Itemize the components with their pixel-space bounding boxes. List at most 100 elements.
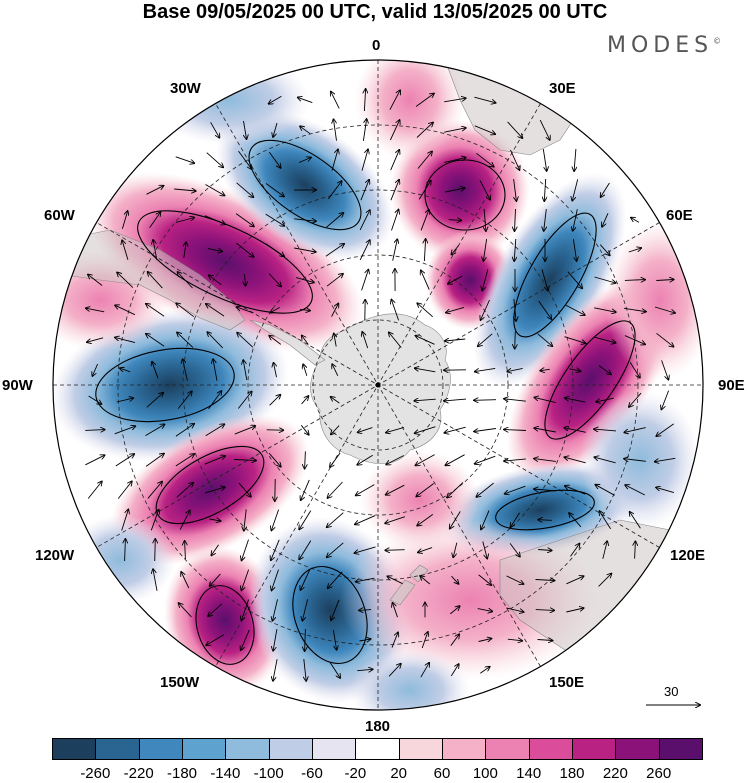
- wind-vector: [271, 539, 280, 560]
- wind-vector: [364, 89, 365, 112]
- wind-vector: [446, 306, 465, 312]
- wind-vector: [149, 212, 161, 229]
- wind-vector: [328, 571, 343, 588]
- wind-vector: [624, 459, 646, 462]
- wind-vector: [176, 303, 195, 318]
- wind-vector: [504, 430, 527, 431]
- wind-vector: [179, 603, 192, 618]
- wind-vector: [269, 395, 281, 406]
- wind-vector: [175, 454, 194, 467]
- wind-vector: [87, 337, 104, 342]
- wind-vector: [572, 179, 579, 200]
- wind-vector: [386, 426, 405, 432]
- logo-mark: ©: [713, 36, 722, 46]
- wind-vector: [476, 152, 493, 166]
- wind-vector: [479, 180, 490, 199]
- wind-vector: [537, 640, 553, 641]
- colorbar-tick-label: 220: [602, 765, 628, 782]
- wind-vector: [331, 149, 338, 171]
- wind-vector: [594, 429, 617, 431]
- wind-vector: [115, 454, 134, 467]
- new-zealand: [389, 564, 429, 606]
- wind-vector: [273, 122, 278, 137]
- wind-vector: [390, 150, 400, 171]
- wind-vector: [414, 399, 436, 401]
- wind-vector: [514, 179, 517, 201]
- wind-vector: [301, 396, 309, 405]
- wind-vector: [115, 337, 136, 344]
- wind-vector: [514, 238, 516, 261]
- wind-vector: [244, 509, 246, 530]
- wind-vector: [572, 239, 576, 261]
- wind-vector: [537, 333, 553, 346]
- wind-vector: [534, 397, 556, 404]
- wind-vector: [538, 550, 552, 551]
- wind-vector: [362, 119, 366, 141]
- wind-vector: [117, 272, 134, 288]
- wind-vector: [511, 512, 520, 527]
- lon-label-30w: 30W: [170, 80, 201, 97]
- wind-vector: [328, 481, 343, 498]
- reference-vector-label: 30: [664, 684, 679, 699]
- wind-vector: [415, 426, 436, 434]
- wind-vector: [271, 509, 280, 531]
- wind-vector: [236, 242, 253, 257]
- wind-vector: [594, 276, 616, 283]
- wind-vector: [450, 664, 458, 677]
- wind-vector: [417, 514, 434, 525]
- wind-vector: [121, 211, 127, 230]
- wind-vector: [564, 336, 586, 344]
- wind-vector: [207, 332, 224, 349]
- wind-vector: [656, 487, 675, 494]
- colorbar-tick-label: -100: [253, 765, 284, 782]
- wind-vector: [418, 181, 431, 200]
- colorbar-tick-label: -180: [166, 765, 198, 782]
- wind-vector: [121, 510, 129, 531]
- wind-vector: [148, 272, 163, 289]
- lon-label-150w: 150W: [160, 674, 200, 691]
- wind-vector: [510, 149, 520, 170]
- wind-vector: [185, 541, 186, 560]
- wind-vector: [357, 669, 372, 670]
- wind-vector: [445, 454, 465, 466]
- wind-vector: [208, 603, 223, 616]
- wind-vector: [243, 120, 247, 139]
- colorbar-cell: [528, 738, 573, 760]
- wind-vector: [635, 541, 636, 559]
- colorbar: [52, 738, 703, 762]
- lon-label-90e: 90E: [718, 377, 745, 394]
- wind-vector: [393, 603, 398, 618]
- wind-vector: [86, 308, 105, 313]
- wind-vector: [444, 98, 466, 103]
- wind-vector: [237, 333, 254, 348]
- colorbar-cell: [52, 738, 97, 760]
- wind-vector: [566, 576, 583, 585]
- wind-vector: [391, 210, 399, 231]
- wind-vector: [515, 208, 516, 231]
- wind-vector: [629, 362, 640, 377]
- wind-vector: [147, 482, 162, 499]
- wind-vector: [300, 425, 308, 434]
- wind-vector: [117, 481, 132, 499]
- anomaly-positive: [85, 172, 365, 352]
- wind-vector: [389, 120, 399, 141]
- wind-vector: [359, 639, 371, 641]
- wind-vector: [565, 398, 586, 403]
- colorbar-tick-label: 20: [390, 765, 407, 782]
- wind-vector: [329, 661, 340, 678]
- wind-vector: [153, 240, 158, 261]
- anomaly-negative: [216, 109, 394, 261]
- wind-vector: [656, 332, 674, 346]
- wind-vector: [385, 516, 406, 524]
- wind-vector: [415, 454, 435, 466]
- wind-vector: [661, 390, 670, 410]
- wind-vector: [484, 208, 486, 231]
- wind-vector: [388, 664, 401, 677]
- wind-vector: [356, 577, 375, 582]
- wind-vector: [474, 96, 495, 103]
- wind-vector: [92, 363, 99, 376]
- wind-vector: [599, 511, 611, 530]
- wind-vector: [204, 215, 225, 225]
- wind-vector: [85, 430, 104, 431]
